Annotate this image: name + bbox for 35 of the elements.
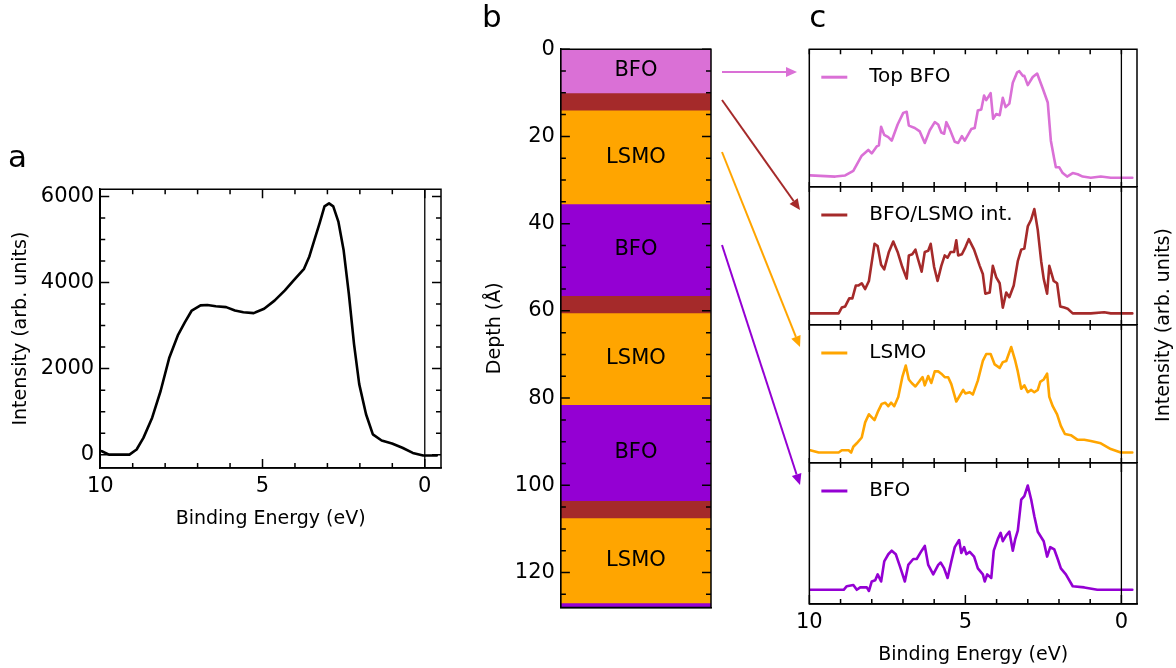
y-tick-label: 6000 <box>40 182 95 207</box>
legend-label: LSMO <box>869 339 927 364</box>
x-axis-title: Binding Energy (eV) <box>175 505 366 528</box>
x-tick-label: 0 <box>1114 609 1129 634</box>
x-axis-title: Binding Energy (eV) <box>878 641 1069 664</box>
chart-title: a <box>8 137 27 174</box>
y-tick-label: 0 <box>541 35 555 60</box>
y-axis-title: Depth (Å) <box>482 282 505 375</box>
series-label: LSMO <box>606 345 666 370</box>
x-tick-label: 10 <box>795 609 823 634</box>
legend-label: BFO <box>869 477 911 502</box>
y-tick-label: 20 <box>528 122 555 147</box>
y-tick-label: 40 <box>528 210 555 235</box>
x-tick-label: 10 <box>86 473 114 498</box>
chart-title: b <box>482 0 502 34</box>
series-label: BFO <box>614 57 658 82</box>
y-tick-label: 4000 <box>40 269 95 294</box>
y-tick-label: 60 <box>528 297 555 322</box>
chart-title: c <box>809 0 827 34</box>
y-tick-label: 2000 <box>40 355 95 380</box>
legend-label: Top BFO <box>868 63 951 88</box>
y-tick-label: 80 <box>528 384 555 409</box>
x-tick-label: 0 <box>418 473 432 498</box>
x-tick-label: 5 <box>958 609 973 634</box>
series-label: BFO <box>614 236 658 261</box>
x-tick-label: 5 <box>255 473 270 498</box>
y-tick-label: 120 <box>514 558 555 583</box>
series-label: BFO <box>614 439 658 464</box>
y-axis-title: Intensity (arb. units) <box>8 231 31 426</box>
y-tick-label: 100 <box>514 471 555 496</box>
y-tick-label: 0 <box>80 441 95 466</box>
series-label: LSMO <box>606 546 666 571</box>
y-axis-title: Intensity (arb. units) <box>1151 228 1173 422</box>
series-label: LSMO <box>606 143 666 168</box>
legend-label: BFO/LSMO int. <box>869 201 1013 226</box>
